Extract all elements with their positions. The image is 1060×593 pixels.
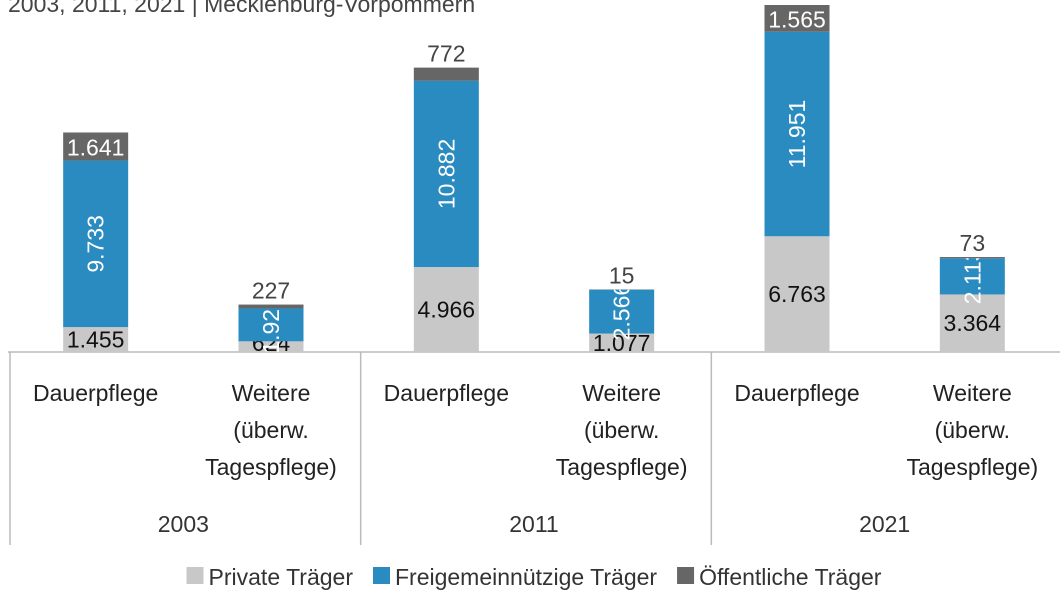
data-label: 73 xyxy=(960,230,986,256)
bar-segment xyxy=(63,160,129,328)
group-label: 2011 xyxy=(509,511,559,537)
data-label: 772 xyxy=(427,41,465,67)
legend-swatch xyxy=(186,567,204,584)
data-label: 9.733 xyxy=(83,215,109,273)
data-label: 1.455 xyxy=(67,327,125,353)
bar-segment xyxy=(939,294,1005,352)
legend-label: Freigemeinnützige Träger xyxy=(395,564,657,590)
bar-segment xyxy=(939,257,1005,259)
x-tick-label: Weitere (überw. Tagespflege) xyxy=(205,380,337,480)
x-tick-label: Dauerpflege xyxy=(383,380,509,406)
legend-label: Private Träger xyxy=(209,564,354,590)
legend-label: Öffentliche Träger xyxy=(699,564,882,590)
bar-segment xyxy=(238,341,304,352)
bar-segment xyxy=(413,267,479,352)
x-tick-label: Weitere (überw. Tagespflege) xyxy=(555,380,688,480)
bar-segment xyxy=(589,289,655,334)
x-tick-label: Dauerpflege xyxy=(734,380,860,406)
group-label: 2003 xyxy=(157,511,209,537)
bar-segment xyxy=(413,67,479,81)
data-label: 11.951 xyxy=(784,100,810,169)
bar-segment xyxy=(413,80,479,268)
data-label: 3.364 xyxy=(944,310,1002,336)
data-label: 10.882 xyxy=(433,139,459,209)
data-label: 1.565 xyxy=(768,6,826,32)
bar-segment xyxy=(589,333,655,352)
data-label: 1.077 xyxy=(593,330,651,356)
data-label: 2.566 xyxy=(609,283,635,341)
data-label: 15 xyxy=(609,262,635,288)
bar-segment xyxy=(63,327,129,352)
data-label: 2.113 xyxy=(959,248,985,304)
bar-segment xyxy=(764,31,830,237)
x-tick-label: Weitere (überw. Tagespflege) xyxy=(906,380,1039,480)
data-label: 6.763 xyxy=(768,281,826,307)
legend-swatch xyxy=(677,567,695,584)
legend-swatch xyxy=(372,567,390,584)
data-label: 1.641 xyxy=(67,135,125,161)
bar-segment xyxy=(238,308,304,342)
group-label: 2021 xyxy=(859,511,911,537)
data-label: 227 xyxy=(252,278,290,304)
bar-segment xyxy=(238,304,304,309)
bar-segment xyxy=(764,236,830,352)
bar-segment xyxy=(939,258,1005,295)
data-label: 4.966 xyxy=(418,297,476,323)
bar-segment xyxy=(63,132,129,161)
bar-segment xyxy=(764,5,830,32)
x-tick-label: Dauerpflege xyxy=(33,380,159,406)
chart-subtitle: 2003, 2011, 2021 | Mecklenburg-Vorpommer… xyxy=(8,0,475,17)
